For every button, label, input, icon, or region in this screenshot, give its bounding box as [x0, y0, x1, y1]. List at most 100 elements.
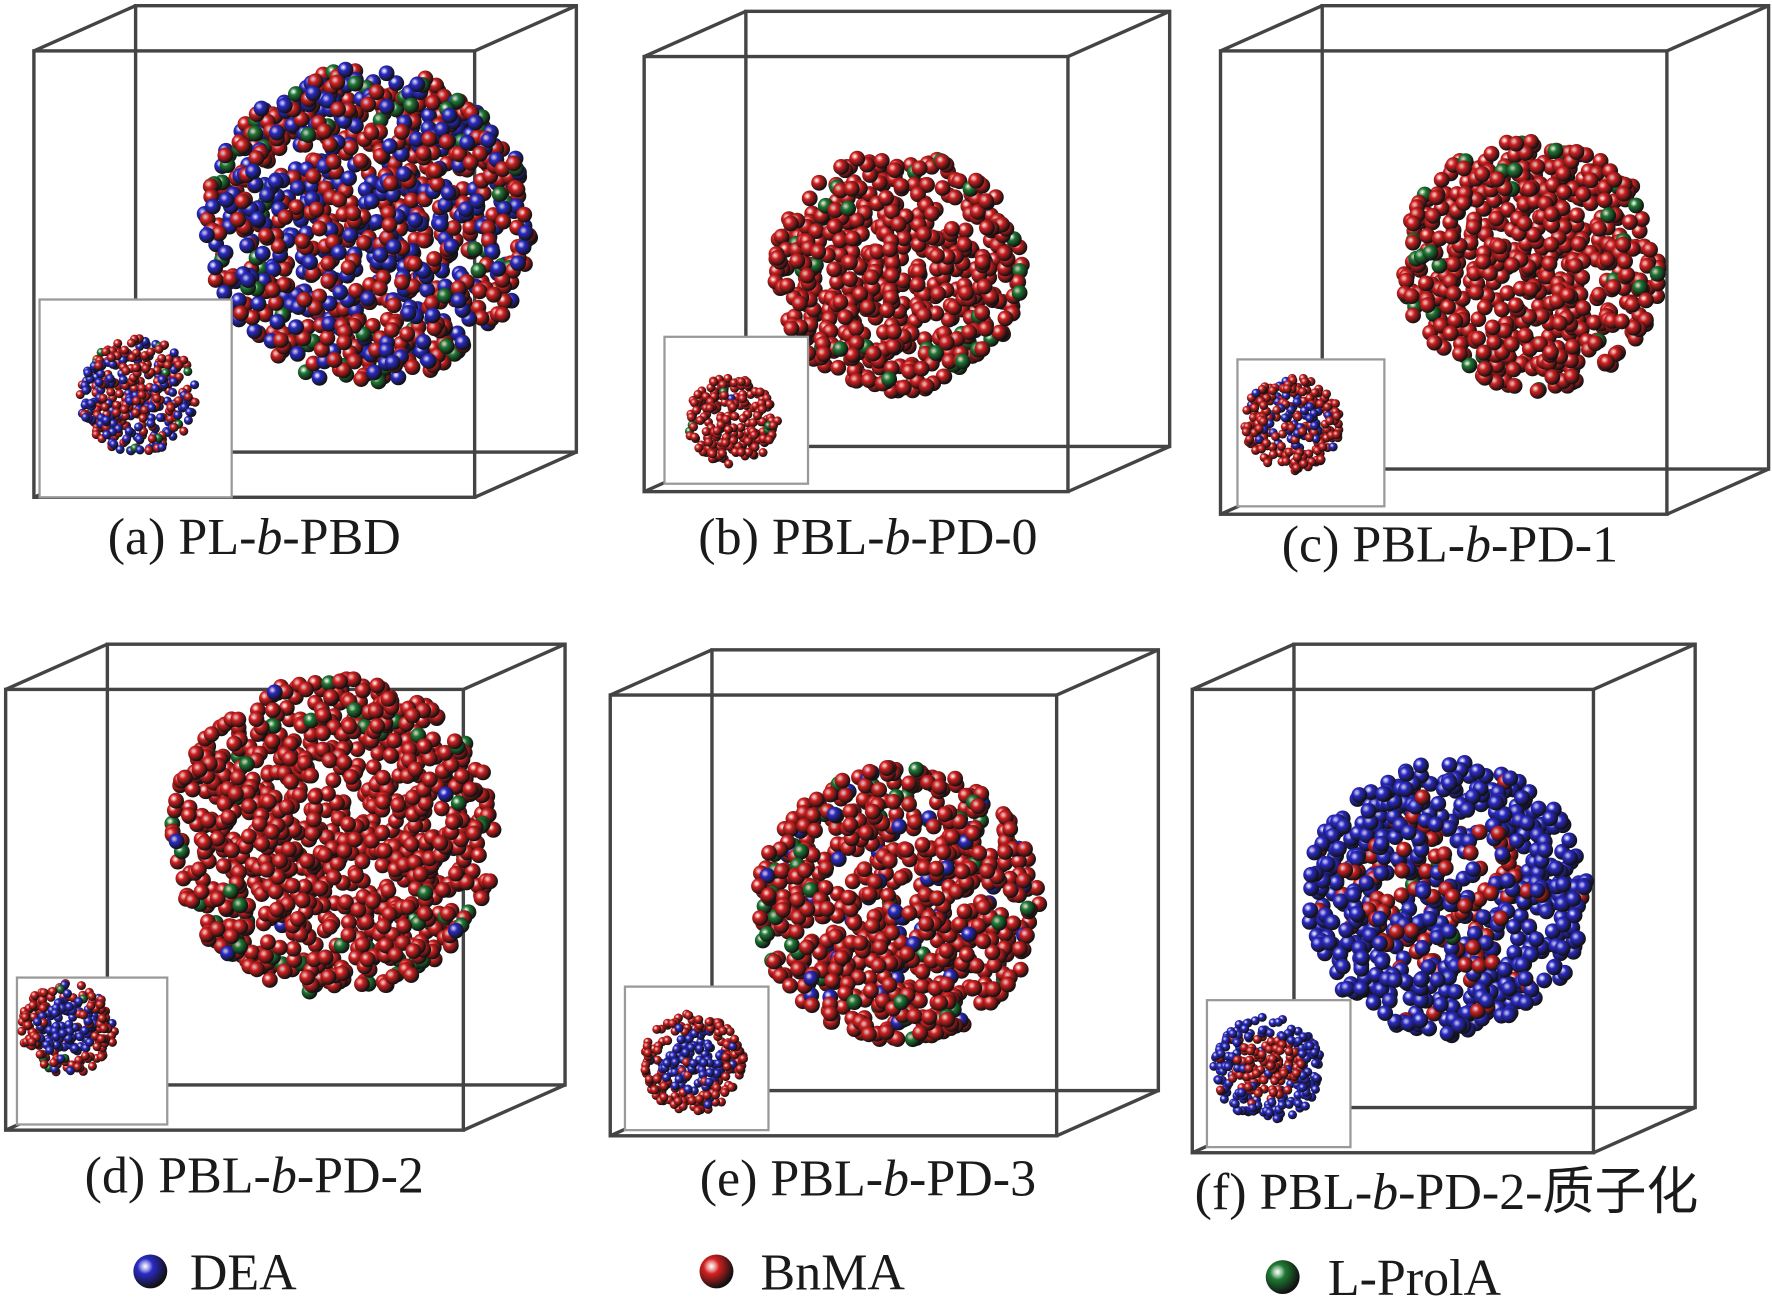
bead: [943, 220, 960, 237]
bead: [272, 332, 289, 349]
bead: [427, 162, 444, 179]
bead: [269, 313, 286, 330]
bead: [449, 92, 466, 109]
bead: [979, 863, 996, 879]
bead: [100, 402, 110, 412]
bead: [381, 138, 398, 155]
bead: [348, 282, 365, 299]
bead: [226, 735, 243, 752]
bead: [447, 922, 464, 939]
bead: [901, 775, 918, 792]
bead: [342, 227, 359, 244]
bead: [101, 415, 111, 425]
bead: [954, 353, 971, 370]
bead: [282, 750, 298, 767]
bead: [978, 193, 995, 210]
bead: [893, 869, 909, 886]
bead: [163, 360, 173, 370]
bead: [761, 845, 777, 861]
bead: [259, 861, 275, 878]
bead: [393, 124, 410, 140]
bead: [951, 173, 968, 190]
bead: [399, 326, 416, 343]
bead: [155, 412, 165, 423]
bead: [842, 254, 858, 271]
bead: [80, 1051, 90, 1061]
bead: [1504, 257, 1520, 273]
bead: [48, 986, 58, 996]
bead: [248, 961, 265, 978]
bead: [764, 435, 774, 445]
bead: [267, 883, 284, 900]
cube-edge: [1219, 4, 1323, 53]
bead: [169, 377, 179, 387]
bead: [1605, 279, 1622, 295]
bead: [319, 330, 336, 346]
bead: [438, 338, 455, 355]
cube-back: [1320, 3, 1771, 471]
bead: [400, 899, 416, 915]
bead: [758, 448, 768, 458]
bead: [132, 396, 142, 406]
bead: [1259, 417, 1269, 427]
bead: [348, 867, 365, 884]
bead: [78, 1010, 88, 1020]
bead: [858, 824, 875, 841]
bead: [766, 953, 783, 970]
bead: [833, 159, 850, 175]
label-part: b: [256, 509, 282, 566]
bead: [916, 307, 932, 324]
bead: [830, 359, 847, 376]
bead: [494, 306, 511, 323]
label-part: -PD-2: [297, 1147, 424, 1204]
bead: [918, 915, 935, 932]
bead: [240, 272, 257, 289]
bead: [1405, 215, 1422, 232]
bead: [1443, 228, 1460, 245]
bead: [857, 777, 874, 794]
bead: [287, 86, 304, 102]
bead: [217, 147, 234, 164]
bead: [285, 940, 302, 957]
bead: [861, 886, 878, 903]
bead: [312, 880, 329, 897]
bead: [288, 319, 304, 336]
bead: [190, 397, 200, 407]
bead: [169, 348, 179, 358]
bead: [719, 390, 729, 400]
bead: [991, 324, 1008, 341]
bead: [803, 970, 820, 987]
bead: [343, 768, 360, 785]
bead: [137, 383, 147, 393]
bead: [299, 969, 316, 986]
bead: [485, 286, 502, 303]
bead: [934, 180, 951, 197]
bead: [375, 918, 392, 935]
bead: [332, 284, 349, 301]
bead: [473, 890, 490, 907]
bead: [320, 255, 337, 272]
bead: [336, 754, 353, 771]
bead: [45, 1045, 55, 1055]
bead: [268, 901, 285, 918]
bead: [1405, 307, 1421, 324]
cube-edge: [462, 1083, 566, 1132]
bead: [790, 961, 807, 977]
bead: [1488, 210, 1505, 227]
bead: [417, 905, 434, 922]
bead: [407, 212, 424, 229]
bead: [789, 892, 806, 908]
bead: [1298, 387, 1308, 397]
bead: [207, 259, 224, 276]
bead: [1251, 388, 1261, 398]
bead: [1521, 181, 1538, 197]
bead: [886, 323, 902, 340]
bead: [173, 410, 183, 420]
bead: [347, 75, 364, 92]
bead: [407, 761, 424, 778]
bead: [798, 939, 815, 956]
bead: [793, 843, 810, 860]
bead: [147, 403, 157, 413]
bead: [393, 146, 410, 163]
bead: [976, 278, 993, 295]
